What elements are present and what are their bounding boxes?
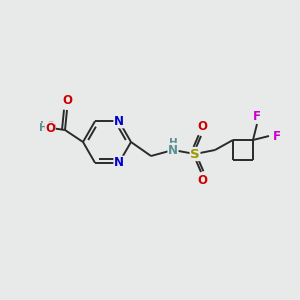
Text: S: S xyxy=(190,148,200,160)
Text: O: O xyxy=(45,119,55,133)
Text: N: N xyxy=(168,143,178,157)
Text: O: O xyxy=(45,122,55,134)
Text: F: F xyxy=(253,110,261,122)
Text: F: F xyxy=(273,130,281,142)
Text: O: O xyxy=(197,121,207,134)
Text: H: H xyxy=(169,138,177,148)
Text: O: O xyxy=(62,94,72,107)
Text: N: N xyxy=(114,156,124,169)
Text: N: N xyxy=(114,115,124,128)
Text: H: H xyxy=(40,121,48,131)
Text: H: H xyxy=(39,123,47,133)
Text: O: O xyxy=(197,175,207,188)
